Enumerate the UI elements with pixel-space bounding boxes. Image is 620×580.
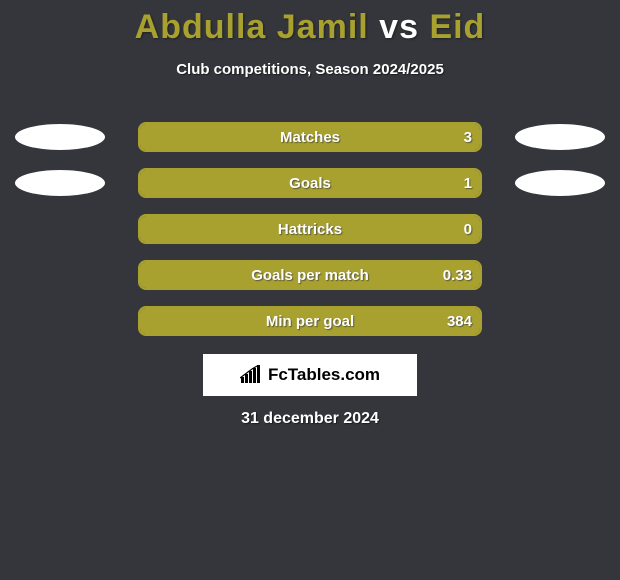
snapshot-date: 31 december 2024: [0, 410, 620, 428]
stat-bar: 384Min per goal: [138, 306, 482, 336]
stat-right-value: 0: [464, 216, 472, 242]
stat-row: 1Goals: [0, 168, 620, 198]
stat-right-value: 0.33: [443, 262, 472, 288]
stat-row: 0.33Goals per match: [0, 260, 620, 290]
stat-bar: 1Goals: [138, 168, 482, 198]
stat-right-value: 384: [447, 308, 472, 334]
player1-marker: [15, 124, 105, 150]
stat-right-value: 1: [464, 170, 472, 196]
logo-text: FcTables.com: [268, 365, 380, 385]
stat-bar-right-fill: [140, 308, 480, 334]
stat-row: 3Matches: [0, 122, 620, 152]
stat-bar-right-fill: [140, 170, 480, 196]
chart-bars-icon: [240, 365, 262, 385]
stat-bar: 3Matches: [138, 122, 482, 152]
comparison-title: Abdulla Jamil vs Eid: [0, 0, 620, 47]
player2-marker: [515, 170, 605, 196]
stat-right-value: 3: [464, 124, 472, 150]
stat-bar-right-fill: [140, 216, 480, 242]
player2-marker: [515, 124, 605, 150]
stat-row: 0Hattricks: [0, 214, 620, 244]
title-player1: Abdulla Jamil: [135, 8, 369, 46]
title-vs: vs: [369, 8, 430, 46]
subtitle: Club competitions, Season 2024/2025: [0, 61, 620, 78]
stat-bar-right-fill: [140, 262, 480, 288]
stat-bar: 0Hattricks: [138, 214, 482, 244]
title-player2: Eid: [429, 8, 485, 46]
site-logo: FcTables.com: [203, 354, 417, 396]
stats-chart: 3Matches 1Goals 0Hattricks 0.33Goals per ma…: [0, 122, 620, 352]
player1-marker: [15, 170, 105, 196]
stat-bar: 0.33Goals per match: [138, 260, 482, 290]
stat-bar-right-fill: [140, 124, 480, 150]
stat-row: 384Min per goal: [0, 306, 620, 336]
